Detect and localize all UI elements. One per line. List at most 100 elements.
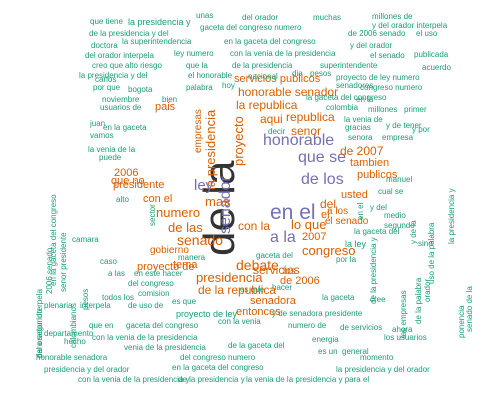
cloud-word: senor — [291, 124, 322, 138]
cloud-word: la superintendencia — [122, 37, 192, 46]
cloud-word: congreso numero — [360, 83, 423, 92]
cloud-word: aqui — [260, 112, 283, 126]
cloud-word: proyecto — [231, 116, 246, 166]
cloud-word: y del — [370, 203, 387, 212]
cloud-word: presidencia y del orador — [44, 365, 130, 374]
cloud-word: con la venia de la presidencia y — [78, 375, 190, 384]
cloud-word: proyecto de ley — [176, 309, 238, 319]
cloud-word: puede — [99, 153, 122, 162]
cloud-word: empresa — [382, 133, 414, 142]
cloud-word: honorable — [263, 132, 335, 149]
cloud-word: publicada — [414, 50, 449, 59]
cloud-word: que en — [89, 321, 114, 330]
cloud-word: cree — [370, 295, 386, 304]
cloud-word: del — [320, 197, 337, 211]
cloud-word: bogota — [128, 85, 153, 94]
cloud-word: numero de — [288, 321, 327, 330]
cloud-word: decir — [268, 127, 286, 136]
cloud-word: las empresas — [399, 290, 408, 338]
cloud-word: que tiene — [90, 17, 123, 26]
cloud-word: y del orador — [350, 41, 393, 50]
cloud-word: uso de la palabra — [427, 222, 436, 284]
cloud-word: senado de la — [465, 286, 474, 332]
cloud-word: a las — [108, 269, 125, 278]
cloud-word: tema — [173, 259, 198, 271]
cloud-word: para segundo — [35, 309, 44, 358]
cloud-word: la presidencia y del orador — [336, 365, 430, 374]
cloud-word: gracias — [345, 123, 371, 132]
cloud-word: servicios — [253, 263, 300, 277]
cloud-word: es que — [240, 285, 265, 294]
cloud-word: por que — [93, 83, 121, 92]
cloud-word: honorable senadora — [36, 353, 108, 362]
cloud-word: la venia de la presidencia y para el — [246, 375, 370, 384]
cloud-word: debate — [236, 257, 279, 273]
cloud-word: doctora — [91, 41, 118, 50]
cloud-word: de la republica — [198, 283, 277, 297]
cloud-word: y de la — [409, 220, 418, 244]
cloud-word: en la gaceta — [103, 123, 147, 132]
cloud-word: gaceta del congreso — [126, 321, 199, 330]
cloud-word: pesos — [81, 288, 90, 310]
cloud-word: de servicios — [340, 323, 383, 332]
cloud-word: millones — [368, 105, 398, 114]
cloud-word: orador — [423, 278, 432, 302]
cloud-word: de la gaceta del — [228, 341, 285, 350]
cloud-word: la venia de la — [88, 145, 136, 154]
cloud-word: todos los — [102, 293, 135, 302]
cloud-word: muchas — [313, 13, 342, 22]
cloud-word: es un — [318, 347, 338, 356]
cloud-word: pais — [155, 101, 176, 113]
cloud-word: hoy — [222, 81, 235, 90]
cloud-word: senado — [177, 232, 223, 248]
cloud-word: el honorable — [188, 71, 233, 80]
cloud-word: de la palabra — [414, 277, 423, 324]
cloud-word: con la — [238, 219, 271, 233]
cloud-word: carlos — [95, 75, 117, 84]
cloud-word: 2006 — [114, 167, 139, 179]
cloud-word: la venia de — [344, 115, 383, 124]
cloud-word: servicios publicos — [234, 73, 321, 85]
cloud-word: pesos — [310, 69, 332, 78]
cloud-word: proyecto de ley numero — [336, 73, 420, 82]
cloud-word: empresas — [193, 109, 204, 153]
cloud-word: comision — [138, 289, 170, 298]
cloud-word: gobierno — [150, 245, 189, 256]
cloud-word: de la presidencia y del — [89, 29, 169, 38]
cloud-word: con el — [143, 193, 173, 205]
cloud-word: acuerdo — [422, 63, 451, 72]
cloud-word: de 2006 senado — [348, 29, 406, 38]
cloud-word: energia — [312, 335, 339, 344]
cloud-word: de la presidencia — [232, 61, 293, 70]
cloud-word: presidente — [113, 179, 165, 191]
cloud-word: del congreso numero — [180, 353, 256, 362]
cloud-word: manuel — [386, 175, 413, 184]
cloud-word: usuarios de — [100, 103, 142, 112]
cloud-word: ley numero — [174, 49, 214, 58]
cloud-word: cual se — [378, 187, 404, 196]
cloud-word: gaceta del congreso numero — [200, 23, 302, 32]
cloud-word: el uso — [416, 29, 438, 38]
cloud-word: el senado — [370, 51, 405, 60]
cloud-word: numero — [156, 205, 201, 220]
cloud-word: honorable senador — [238, 85, 339, 99]
cloud-word: de uso de — [128, 301, 164, 310]
cloud-word: plenaria — [44, 301, 73, 310]
cloud-word: senora — [348, 133, 373, 142]
cloud-word: en el — [356, 202, 365, 220]
cloud-word: colombia — [326, 103, 359, 112]
cloud-word: usted — [341, 189, 368, 201]
cloud-word: la presidencia y — [447, 188, 456, 244]
cloud-word: de la presidencia y — [178, 375, 245, 384]
cloud-word: la gaceta del — [354, 227, 400, 236]
cloud-word: gaceta del — [256, 251, 293, 260]
cloud-word: y por — [412, 125, 430, 134]
cloud-word: el — [321, 209, 330, 221]
cloud-word: hecho — [64, 337, 86, 346]
cloud-word: vamos — [90, 131, 114, 140]
cloud-word: la republica — [236, 98, 298, 112]
cloud-word: interpela — [80, 301, 111, 310]
cloud-word: que no — [111, 175, 145, 187]
cloud-word: proyecto de — [137, 261, 195, 273]
